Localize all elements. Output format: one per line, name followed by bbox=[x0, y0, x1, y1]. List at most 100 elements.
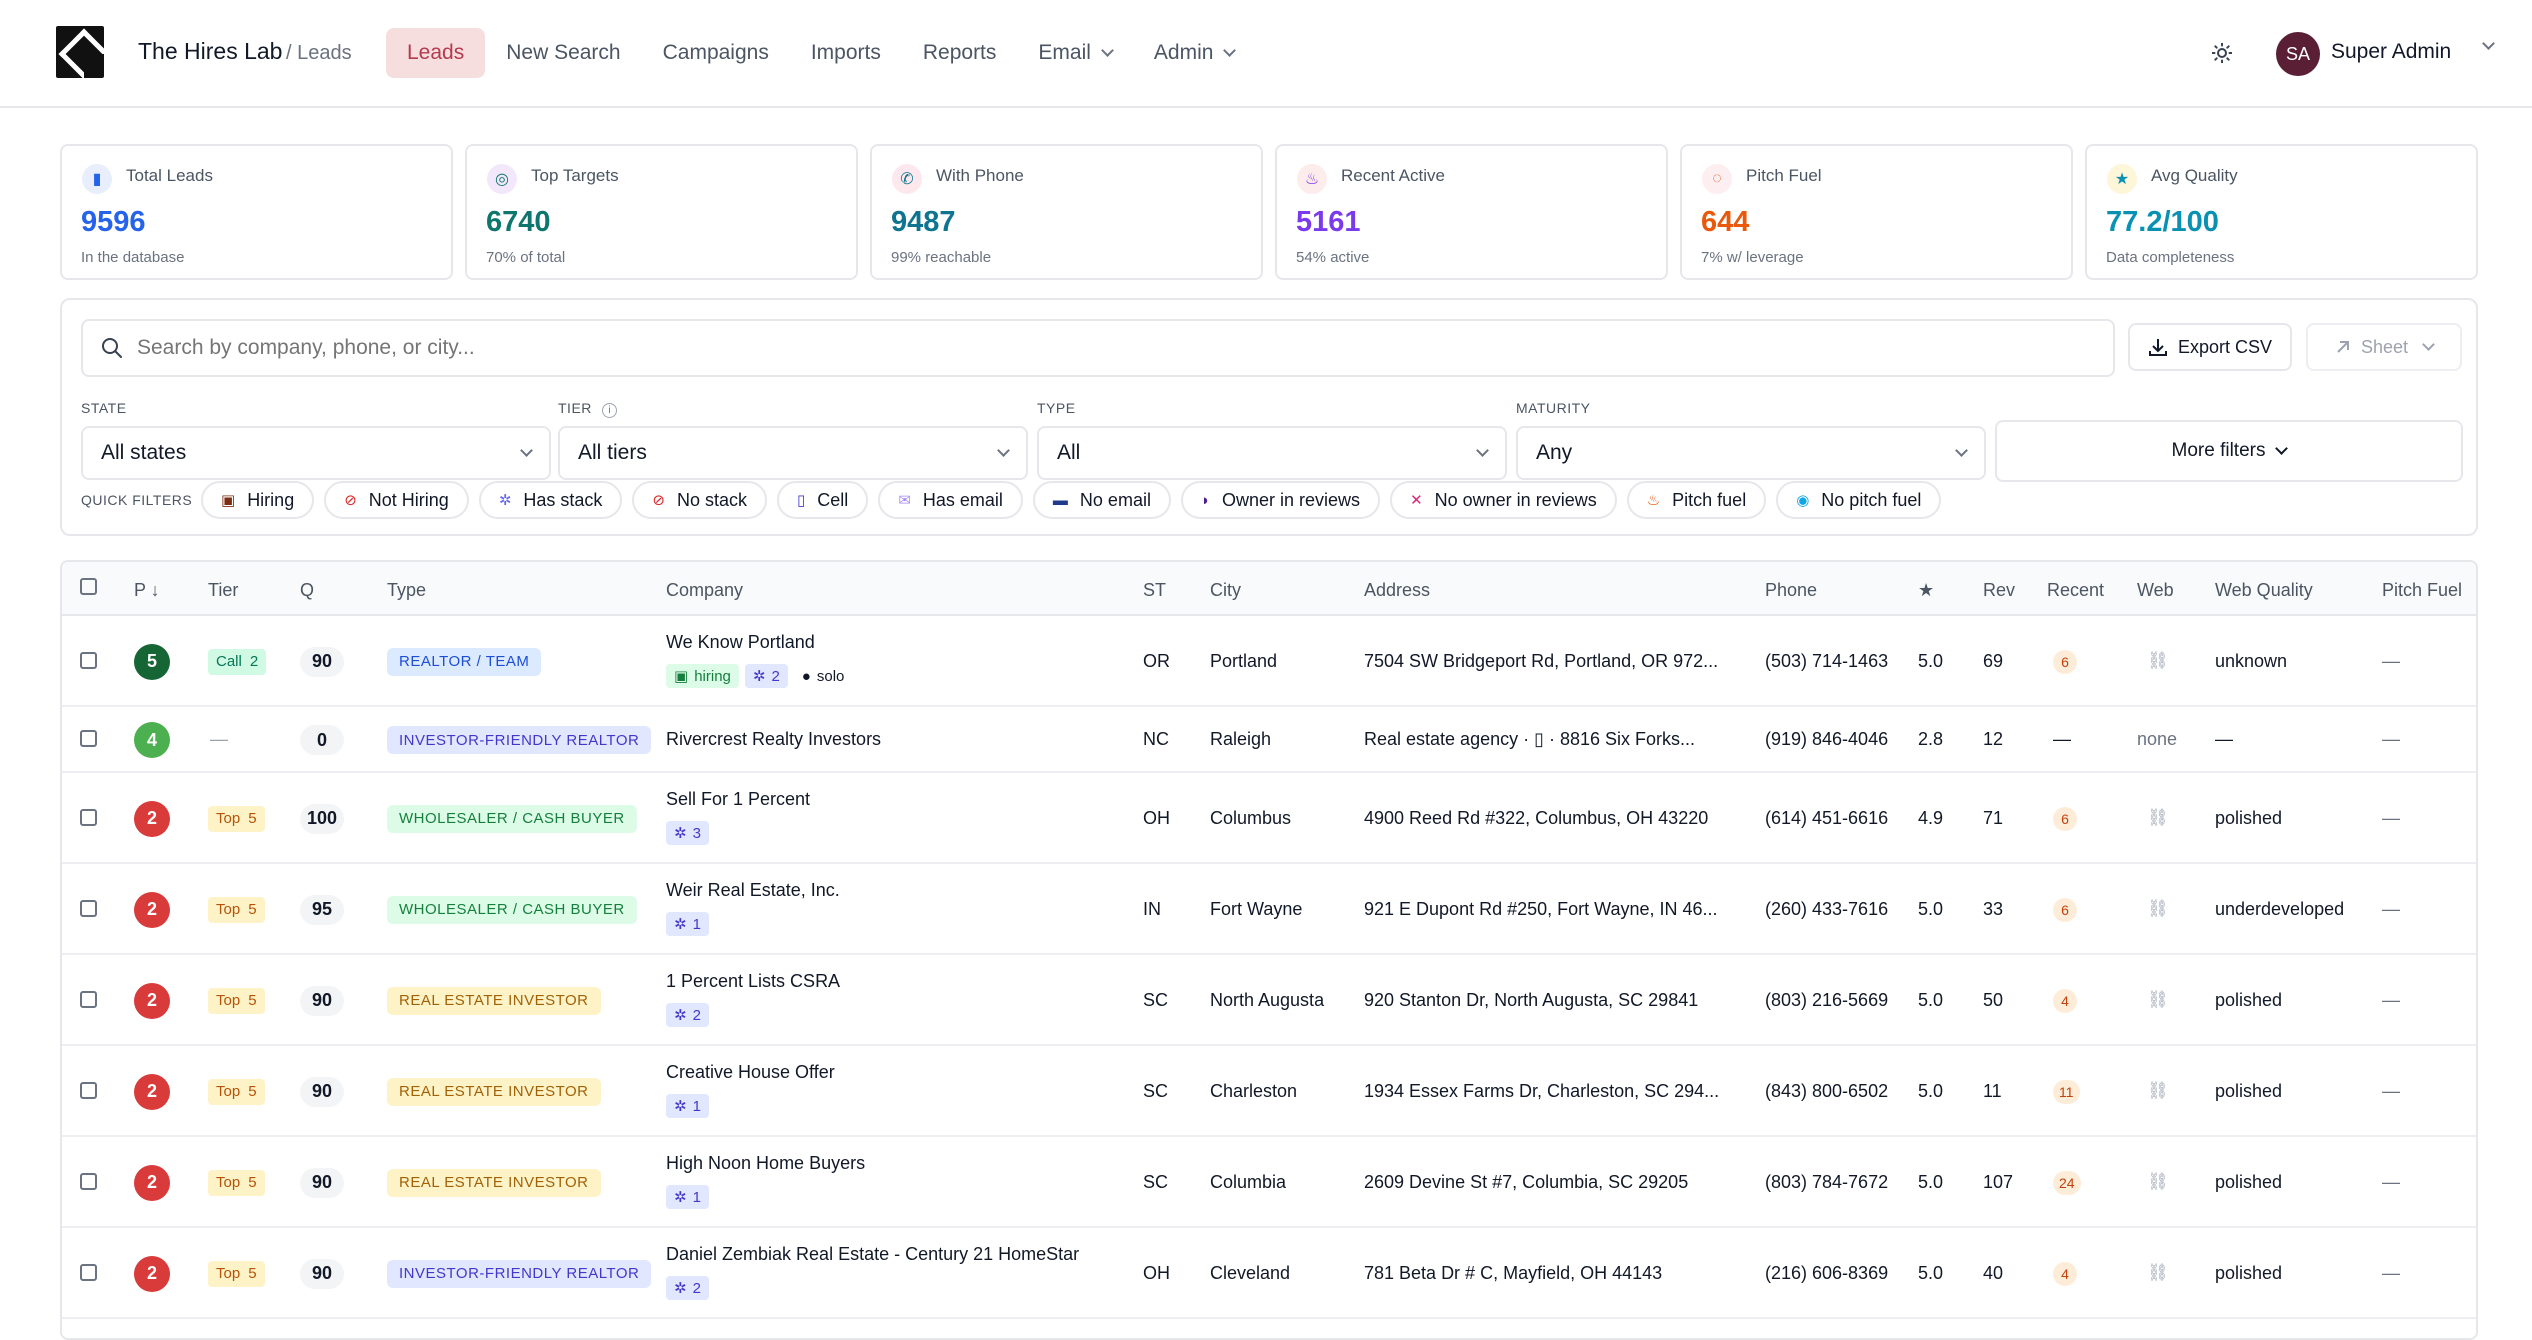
more-filters-button[interactable]: More filters bbox=[1995, 420, 2463, 482]
tier-select[interactable]: All tiers bbox=[558, 426, 1028, 480]
stat-value: 9596 bbox=[81, 206, 146, 238]
row-checkbox[interactable] bbox=[80, 730, 97, 747]
search-box[interactable] bbox=[81, 319, 2115, 377]
table-row[interactable]: 2 Top 5 95 WHOLESALER / CASH BUYER Weir Real … bbox=[62, 864, 2476, 955]
column-header[interactable]: Tier bbox=[208, 580, 239, 600]
maturity-select[interactable]: Any bbox=[1516, 426, 1986, 480]
column-header[interactable]: P ↓ bbox=[134, 580, 160, 600]
company-tag: ✲ 2 bbox=[744, 664, 788, 688]
user-menu-chevron-down-icon[interactable] bbox=[2482, 37, 2495, 50]
row-checkbox[interactable] bbox=[80, 899, 97, 917]
phone-cell[interactable]: (503) 714-1463 bbox=[1765, 650, 1889, 671]
tier-info-icon[interactable]: i bbox=[602, 403, 618, 418]
column-header[interactable]: Company bbox=[666, 580, 744, 600]
table-row[interactable]: 5 Call 2 90 REALTOR / TEAM We Know Portland ▣ h… bbox=[62, 616, 2476, 707]
row-checkbox[interactable] bbox=[80, 1263, 97, 1281]
quick-filter-cell[interactable]: ▯ Cell bbox=[777, 481, 869, 519]
user-name[interactable]: Super Admin bbox=[2331, 40, 2452, 63]
table-row[interactable]: 4 — 0 INVESTOR-FRIENDLY REALTOR Rivercrest R… bbox=[62, 707, 2476, 773]
nav-item-email[interactable]: Email bbox=[1017, 28, 1133, 78]
company-name[interactable]: High Noon Home Buyers bbox=[666, 1153, 866, 1173]
city-cell: Raleigh bbox=[1210, 729, 1272, 749]
column-header[interactable]: ST bbox=[1143, 580, 1167, 600]
row-checkbox[interactable] bbox=[80, 990, 97, 1008]
brand-logo[interactable] bbox=[56, 26, 104, 78]
table-row[interactable]: 2 Top 5 100 WHOLESALER / CASH BUYER Sell For … bbox=[62, 773, 2476, 864]
type-badge: INVESTOR-FRIENDLY REALTOR bbox=[387, 726, 652, 754]
row-checkbox[interactable] bbox=[80, 1081, 97, 1099]
quick-filter-not-hiring[interactable]: ⊘ Not Hiring bbox=[324, 481, 469, 519]
company-name[interactable]: We Know Portland bbox=[666, 632, 815, 652]
table-row[interactable]: 2 Top 5 90 REAL ESTATE INVESTOR Creative Hous… bbox=[62, 1046, 2476, 1137]
column-header[interactable]: Type bbox=[387, 580, 427, 600]
search-input[interactable] bbox=[137, 336, 2037, 360]
nav-item-imports[interactable]: Imports bbox=[790, 28, 902, 78]
chevron-down-icon bbox=[2275, 442, 2289, 455]
column-header[interactable]: Rev bbox=[1983, 580, 2016, 600]
website-link-icon[interactable]: ⛓ bbox=[2147, 989, 2169, 1009]
briefcase-icon: ▣ bbox=[674, 668, 689, 685]
column-header[interactable]: Pitch Fuel bbox=[2382, 580, 2463, 600]
phone-cell[interactable]: (803) 784-7672 bbox=[1765, 1171, 1889, 1192]
type-select[interactable]: All bbox=[1037, 426, 1507, 480]
rating-cell: 5.0 bbox=[1918, 1171, 1944, 1192]
column-header[interactable]: ★ bbox=[1918, 580, 1935, 600]
company-name[interactable]: Weir Real Estate, Inc. bbox=[666, 880, 840, 900]
website-link-icon[interactable]: ⛓ bbox=[2147, 1262, 2169, 1282]
column-header[interactable]: City bbox=[1210, 580, 1241, 600]
quick-filter-no-email[interactable]: ▬ No email bbox=[1032, 481, 1171, 519]
export-csv-button[interactable]: Export CSV bbox=[2128, 323, 2292, 371]
column-header[interactable]: Phone bbox=[1765, 580, 1818, 600]
company-name[interactable]: Creative House Offer bbox=[666, 1062, 835, 1082]
company-name[interactable]: 1 Percent Lists CSRA bbox=[666, 971, 841, 991]
website-link-icon[interactable]: ⛓ bbox=[2147, 1171, 2169, 1191]
nav-item-admin[interactable]: Admin bbox=[1133, 28, 1256, 78]
theme-toggle-sun-icon[interactable] bbox=[2212, 43, 2232, 63]
nav-item-campaigns[interactable]: Campaigns bbox=[642, 28, 790, 78]
phone-cell[interactable]: (614) 451-6616 bbox=[1765, 807, 1889, 828]
stat-value: 77.2/100 bbox=[2106, 206, 2219, 238]
row-checkbox[interactable] bbox=[80, 1172, 97, 1190]
phone-cell[interactable]: (216) 606-8369 bbox=[1765, 1262, 1889, 1283]
tag-text: 2 bbox=[771, 667, 780, 685]
state-select[interactable]: All states bbox=[81, 426, 551, 480]
user-avatar[interactable]: SA bbox=[2276, 32, 2320, 76]
quick-filter-hiring[interactable]: ▣ Hiring bbox=[201, 481, 315, 519]
nav-item-reports[interactable]: Reports bbox=[902, 28, 1018, 78]
select-all-checkbox[interactable] bbox=[80, 578, 97, 595]
phone-cell[interactable]: (843) 800-6502 bbox=[1765, 1080, 1889, 1101]
column-header[interactable]: Q bbox=[300, 580, 315, 600]
quick-filter-owner-in-reviews[interactable]: ◗ Owner in reviews bbox=[1180, 481, 1381, 519]
row-checkbox[interactable] bbox=[80, 651, 97, 669]
table-row[interactable]: 2 Top 5 90 INVESTOR-FRIENDLY REALTOR Daniel Z… bbox=[62, 1228, 2476, 1319]
website-link-icon[interactable]: ⛓ bbox=[2147, 807, 2169, 827]
city-cell: North Augusta bbox=[1210, 989, 1325, 1010]
column-header[interactable]: Web Quality bbox=[2215, 580, 2313, 600]
phone-cell[interactable]: (803) 216-5669 bbox=[1765, 989, 1889, 1010]
table-row[interactable]: 2 Top 5 90 REAL ESTATE INVESTOR 1 Percent Lis… bbox=[62, 955, 2476, 1046]
quick-filter-no-stack[interactable]: ⊘ No stack bbox=[632, 481, 768, 519]
website-link-icon[interactable]: ⛓ bbox=[2147, 650, 2169, 670]
company-name[interactable]: Daniel Zembiak Real Estate - Century 21 … bbox=[666, 1244, 1080, 1264]
quick-filter-no-owner-in-reviews[interactable]: ✕ No owner in reviews bbox=[1390, 481, 1617, 519]
quick-filter-no-pitch-fuel[interactable]: ◉ No pitch fuel bbox=[1776, 481, 1942, 519]
sheet-button[interactable]: Sheet bbox=[2306, 323, 2462, 371]
company-tag: ✲ 1 bbox=[666, 1185, 709, 1209]
nav-item-leads[interactable]: Leads bbox=[386, 28, 486, 78]
row-checkbox[interactable] bbox=[80, 808, 97, 826]
company-name[interactable]: Sell For 1 Percent bbox=[666, 789, 811, 809]
brand-name[interactable]: The Hires Lab bbox=[138, 38, 283, 64]
website-link-icon[interactable]: ⛓ bbox=[2147, 1080, 2169, 1100]
phone-cell[interactable]: (260) 433-7616 bbox=[1765, 898, 1889, 919]
quick-filter-has-stack[interactable]: ✲ Has stack bbox=[478, 481, 623, 519]
table-row[interactable]: 2 Top 5 90 REAL ESTATE INVESTOR High Noon Hom… bbox=[62, 1137, 2476, 1228]
company-name[interactable]: Rivercrest Realty Investors bbox=[666, 729, 882, 749]
column-header[interactable]: Web bbox=[2137, 580, 2174, 600]
website-link-icon[interactable]: ⛓ bbox=[2147, 898, 2169, 918]
quick-filter-pitch-fuel[interactable]: ♨ Pitch fuel bbox=[1626, 481, 1767, 519]
column-header[interactable]: Recent bbox=[2047, 580, 2105, 600]
column-header[interactable]: Address bbox=[1364, 580, 1431, 600]
phone-cell[interactable]: (919) 846-4046 bbox=[1765, 729, 1889, 749]
nav-item-new-search[interactable]: New Search bbox=[485, 28, 641, 78]
quick-filter-has-email[interactable]: ✉ Has email bbox=[878, 481, 1023, 519]
